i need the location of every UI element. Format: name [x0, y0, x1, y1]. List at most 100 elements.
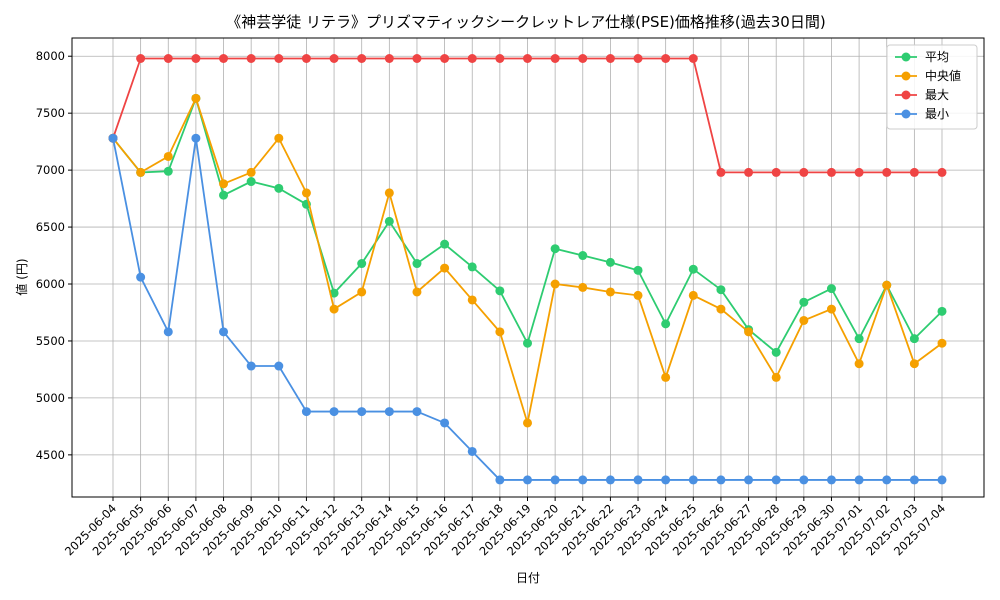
data-point — [523, 475, 532, 485]
data-point — [274, 361, 284, 371]
data-point — [246, 54, 256, 64]
y-tick-label: 7500 — [36, 106, 65, 120]
legend-swatch-marker — [901, 90, 911, 100]
data-point — [633, 54, 643, 64]
data-point — [329, 304, 339, 314]
data-point — [716, 475, 726, 485]
data-point — [633, 290, 643, 300]
data-point — [771, 475, 781, 485]
y-tick-label: 5000 — [36, 391, 65, 405]
data-point — [854, 167, 864, 177]
data-point — [882, 167, 892, 177]
y-tick-label: 4500 — [36, 448, 65, 462]
data-point — [799, 475, 809, 485]
series-3 — [108, 133, 947, 485]
data-point — [467, 446, 477, 456]
legend-swatch-marker — [901, 71, 911, 81]
data-point — [661, 372, 671, 382]
legend-item: 最小 — [895, 107, 949, 121]
data-point — [301, 188, 311, 198]
data-point — [274, 183, 284, 193]
data-point — [771, 372, 781, 382]
legend-box — [886, 44, 978, 130]
data-point — [688, 264, 698, 274]
data-point — [578, 251, 588, 261]
y-tick-label: 8000 — [36, 49, 65, 63]
data-point — [357, 407, 367, 417]
data-point — [440, 54, 450, 64]
data-point — [633, 475, 643, 485]
data-point — [467, 54, 477, 64]
data-point — [882, 280, 892, 290]
data-point — [605, 475, 615, 485]
data-point — [384, 54, 394, 64]
data-point — [191, 93, 201, 103]
data-point — [523, 54, 532, 64]
data-point — [688, 290, 698, 300]
data-point — [799, 167, 809, 177]
y-tick-label: 5500 — [36, 334, 65, 348]
legend-item: 中央値 — [895, 68, 961, 83]
data-point — [357, 259, 367, 269]
data-point — [909, 475, 919, 485]
data-point — [661, 54, 671, 64]
data-point — [523, 338, 532, 348]
legend-item: 平均 — [895, 50, 949, 64]
data-point — [384, 188, 394, 198]
y-tick-label: 6500 — [36, 220, 65, 234]
data-point — [605, 54, 615, 64]
data-point — [799, 315, 809, 325]
data-point — [909, 334, 919, 344]
data-point — [384, 407, 394, 417]
data-point — [412, 259, 422, 269]
y-axis-title: 値 (円) — [14, 258, 29, 295]
data-point — [550, 244, 560, 254]
data-point — [357, 54, 367, 64]
data-point — [412, 407, 422, 417]
data-point — [357, 287, 367, 297]
data-point — [495, 286, 505, 296]
data-point — [274, 54, 284, 64]
data-point — [661, 319, 671, 329]
grid — [72, 38, 984, 497]
data-point — [854, 475, 864, 485]
data-point — [633, 265, 643, 275]
data-point — [440, 418, 450, 428]
series-2 — [108, 54, 947, 177]
y-tick-label: 6000 — [36, 277, 65, 291]
chart-title: 《神芸学徒 リテラ》プリズマティックシークレットレア仕様(PSE)価格推移(過去… — [226, 13, 825, 31]
data-point — [854, 359, 864, 369]
data-point — [301, 407, 311, 417]
plot-frame — [71, 37, 985, 498]
y-tick-label: 7000 — [36, 163, 65, 177]
data-point — [136, 167, 146, 177]
legend-label: 最大 — [925, 88, 949, 102]
data-point — [219, 54, 229, 64]
data-point — [550, 54, 560, 64]
data-point — [771, 167, 781, 177]
data-point — [246, 361, 256, 371]
data-point — [495, 327, 505, 337]
data-point — [246, 167, 256, 177]
data-point — [523, 418, 532, 428]
data-point — [688, 54, 698, 64]
data-point — [412, 287, 422, 297]
data-point — [219, 179, 229, 189]
data-point — [578, 282, 588, 292]
data-point — [108, 133, 118, 143]
x-axis-title: 日付 — [516, 571, 540, 585]
data-point — [744, 327, 754, 337]
legend-swatch-marker — [901, 52, 911, 62]
data-point — [605, 287, 615, 297]
data-point — [909, 359, 919, 369]
legend-label: 最小 — [925, 107, 949, 121]
data-point — [937, 306, 947, 316]
legend-item: 最大 — [895, 88, 949, 102]
data-point — [909, 167, 919, 177]
data-point — [219, 190, 229, 200]
data-point — [826, 167, 836, 177]
data-point — [495, 54, 505, 64]
data-point — [163, 54, 173, 64]
